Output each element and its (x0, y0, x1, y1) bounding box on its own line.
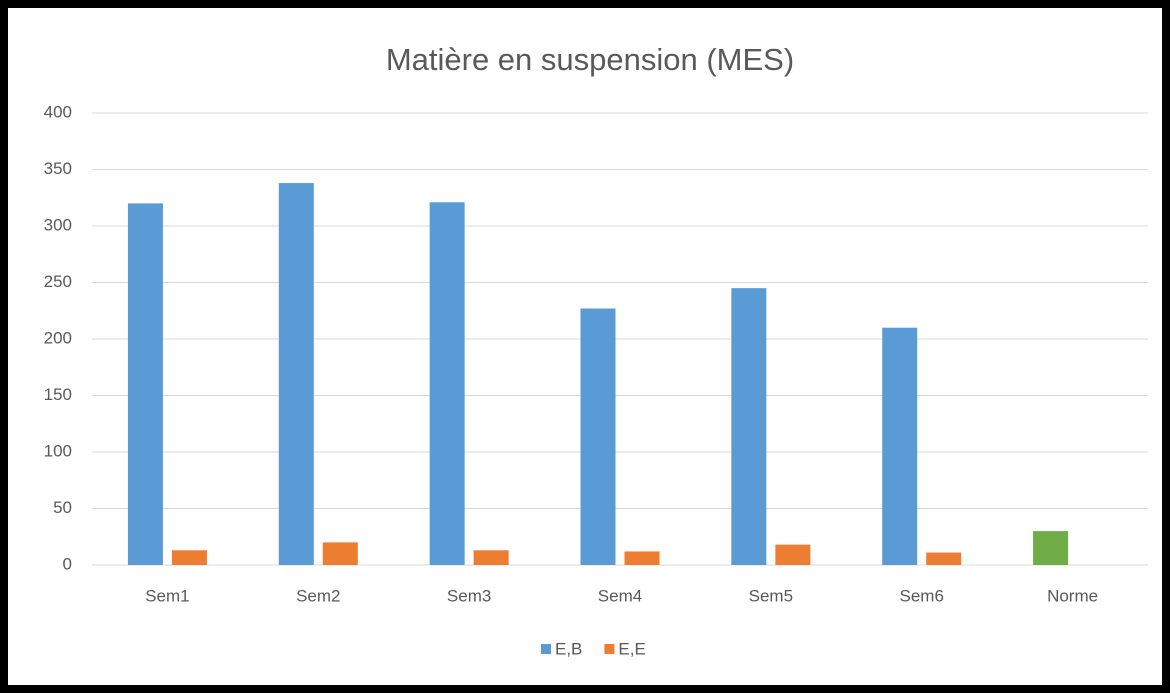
y-tick-label: 200 (44, 328, 72, 347)
legend-label: E,B (555, 639, 582, 658)
bar (473, 550, 509, 565)
y-tick-label: 0 (63, 554, 72, 573)
bar (624, 551, 660, 565)
y-tick-label: 50 (53, 498, 72, 517)
bar (429, 202, 465, 565)
chart-title: Matière en suspension (MES) (386, 42, 794, 77)
legend-swatch (541, 644, 551, 654)
bar (127, 203, 163, 565)
y-tick-label: 100 (44, 441, 72, 460)
x-tick-label: Sem1 (145, 586, 189, 605)
x-tick-label: Sem2 (296, 586, 340, 605)
legend-swatch (604, 644, 615, 654)
y-tick-label: 150 (44, 385, 72, 404)
x-tick-label: Norme (1047, 586, 1098, 605)
x-tick-label: Sem4 (598, 586, 642, 605)
x-tick-label: Sem3 (447, 586, 491, 605)
bar (322, 542, 358, 565)
x-tick-label: Sem6 (900, 586, 944, 605)
y-tick-label: 300 (44, 215, 72, 234)
bar (731, 288, 767, 565)
y-tick-label: 250 (44, 272, 72, 291)
bar (171, 550, 207, 565)
legend-label: E,E (618, 639, 645, 658)
bar (278, 183, 314, 565)
x-tick-label: Sem5 (749, 586, 793, 605)
bar (882, 327, 918, 565)
bar (580, 308, 616, 565)
bar (926, 552, 962, 565)
bar (1033, 531, 1069, 565)
y-tick-label: 400 (44, 102, 72, 121)
bar (775, 544, 811, 565)
y-tick-label: 350 (44, 159, 72, 178)
